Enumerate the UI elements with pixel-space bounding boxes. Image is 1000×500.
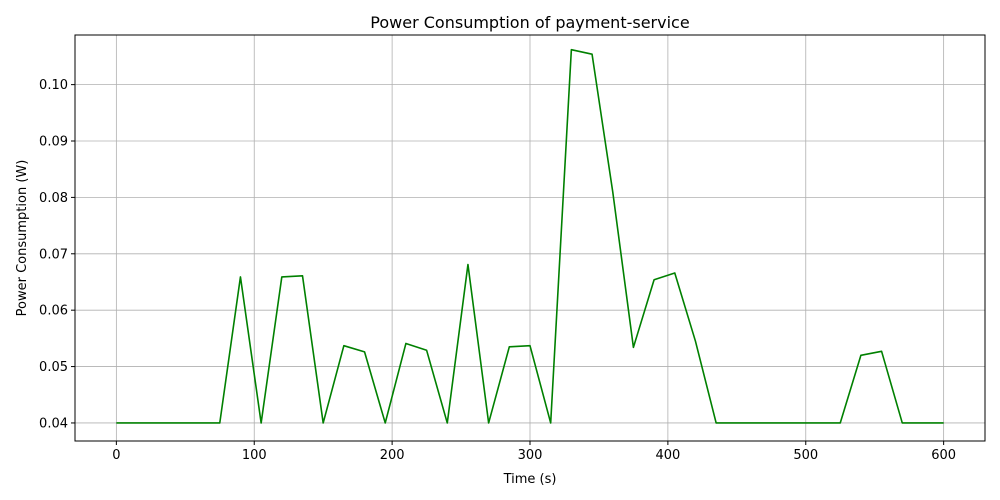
x-tick-label: 500 — [793, 448, 818, 463]
grid — [75, 35, 985, 441]
x-axis-label: Time (s) — [503, 472, 557, 487]
y-tick-label: 0.10 — [39, 78, 68, 93]
x-tick-label: 300 — [518, 448, 543, 463]
y-axis-label: Power Consumption (W) — [15, 160, 30, 317]
y-tick-label: 0.08 — [39, 191, 68, 206]
x-axis-ticks: 0 100 200 300 400 500 600 — [112, 441, 956, 463]
y-tick-label: 0.09 — [39, 135, 68, 150]
x-tick-label: 400 — [655, 448, 680, 463]
y-tick-label: 0.04 — [39, 416, 68, 431]
y-tick-label: 0.06 — [39, 304, 68, 319]
plot-data — [116, 48, 944, 424]
y-tick-label: 0.07 — [39, 247, 68, 262]
y-tick-label: 0.05 — [39, 360, 68, 375]
x-tick-label: 0 — [112, 448, 120, 463]
x-tick-label: 200 — [380, 448, 405, 463]
x-tick-label: 100 — [242, 448, 267, 463]
y-axis-ticks: 0.04 0.05 0.06 0.07 0.08 0.09 0.10 — [39, 78, 75, 431]
chart-title: Power Consumption of payment-service — [370, 13, 689, 32]
x-tick-label: 600 — [931, 448, 956, 463]
power-series-line — [116, 48, 944, 424]
